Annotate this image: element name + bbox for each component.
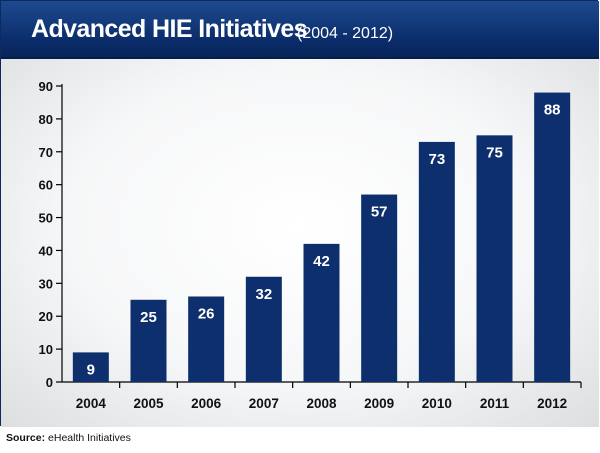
bar-value-label: 88 [544, 102, 561, 119]
bar-2007 [245, 276, 282, 382]
y-tick-label: 80 [39, 112, 53, 127]
source-label: Source: [6, 432, 46, 444]
chart-title: Advanced HIE Initiatives [31, 15, 308, 43]
y-tick-label: 90 [39, 79, 53, 94]
bar-value-label: 75 [486, 144, 503, 161]
y-tick-label: 0 [46, 375, 53, 390]
bar-2010 [418, 141, 455, 382]
x-tick-label: 2011 [480, 396, 510, 411]
bar-chart: 0 10 20 30 40 50 60 70 80 90 9 2004 25 2005 26 2006 32 20… [39, 79, 582, 411]
x-tick-label: 2004 [76, 396, 107, 411]
bar-2005 [130, 299, 167, 382]
bar-value-label: 73 [428, 151, 445, 168]
bar-value-label: 57 [371, 204, 388, 221]
y-tick-label: 60 [39, 178, 53, 193]
chart-header: Advanced HIE Initiatives (2004 - 2012) [1, 1, 599, 59]
source-text: eHealth Initiatives [48, 432, 131, 444]
bar-2004 [72, 352, 109, 382]
x-tick-label: 2010 [422, 396, 452, 411]
y-tick-label: 70 [39, 145, 53, 160]
bar-2011 [476, 135, 513, 382]
bar-value-label: 25 [140, 309, 157, 326]
bar-2009 [361, 194, 398, 382]
y-tick-label: 50 [39, 211, 53, 226]
y-tick-label: 40 [39, 243, 53, 258]
bar-value-label: 9 [87, 361, 95, 378]
x-tick-label: 2007 [249, 396, 279, 411]
bar-2006 [188, 296, 225, 382]
chart-frame: Advanced HIE Initiatives (2004 - 2012) 0… [0, 0, 599, 427]
y-tick-label: 20 [39, 309, 53, 324]
x-tick-label: 2008 [306, 396, 337, 411]
x-tick-label: 2005 [133, 396, 164, 411]
y-tick-label: 10 [39, 342, 53, 357]
x-tick-label: 2012 [537, 396, 567, 411]
chart-subtitle: (2004 - 2012) [297, 25, 394, 42]
bar-value-label: 42 [313, 253, 330, 270]
bar-2008 [303, 243, 340, 382]
bar-value-label: 32 [255, 286, 272, 303]
x-tick-label: 2006 [191, 396, 222, 411]
y-tick-label: 30 [39, 276, 53, 291]
source-note: Source: eHealth Initiatives [6, 432, 131, 444]
bar-2012 [534, 92, 571, 383]
bar-value-label: 26 [198, 305, 215, 322]
x-tick-label: 2009 [364, 396, 394, 411]
